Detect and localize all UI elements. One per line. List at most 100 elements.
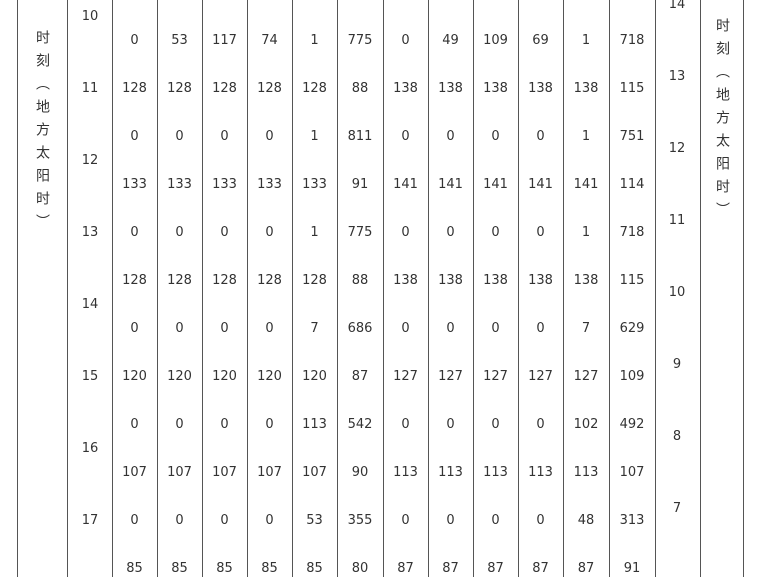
table-cell: 113 bbox=[483, 465, 508, 480]
hour-label: 14 bbox=[668, 0, 686, 12]
column-border bbox=[700, 0, 701, 577]
table-cell: 0 bbox=[536, 417, 545, 432]
right-label: 时刻（地方太阳时） bbox=[714, 18, 730, 225]
hour-label: 11 bbox=[81, 81, 99, 96]
column-border bbox=[112, 0, 113, 577]
table-cell: 138 bbox=[528, 273, 553, 288]
table-cell: 113 bbox=[573, 465, 599, 480]
table-cell: 107 bbox=[257, 465, 282, 480]
column-border bbox=[473, 0, 474, 577]
table-cell: 0 bbox=[491, 321, 500, 336]
hour-label: 12 bbox=[81, 153, 99, 168]
table-cell: 0 bbox=[265, 513, 274, 528]
column-border bbox=[563, 0, 564, 577]
table-cell: 120 bbox=[122, 369, 147, 384]
table-cell: 127 bbox=[393, 369, 418, 384]
column-border bbox=[518, 0, 519, 577]
table-cell: 0 bbox=[220, 417, 229, 432]
table-cell: 74 bbox=[261, 33, 278, 48]
table-cell: 138 bbox=[393, 81, 418, 96]
table-cell: 133 bbox=[257, 177, 282, 192]
table-cell: 0 bbox=[130, 129, 139, 144]
table-cell: 107 bbox=[167, 465, 192, 480]
table-cell: 718 bbox=[619, 225, 645, 240]
table-cell: 0 bbox=[536, 513, 545, 528]
table-cell: 115 bbox=[619, 273, 645, 288]
column-border bbox=[247, 0, 248, 577]
table-cell: 542 bbox=[347, 417, 373, 432]
table-cell: 133 bbox=[212, 177, 237, 192]
table-cell: 127 bbox=[483, 369, 508, 384]
table-cell: 0 bbox=[265, 129, 274, 144]
column-border bbox=[383, 0, 384, 577]
table-cell: 7 bbox=[581, 321, 591, 336]
table-cell: 109 bbox=[619, 369, 645, 384]
hour-label: 10 bbox=[81, 9, 99, 24]
table-cell: 686 bbox=[347, 321, 373, 336]
table-cell: 91 bbox=[623, 561, 641, 576]
hour-label: 7 bbox=[672, 501, 682, 516]
table-cell: 141 bbox=[438, 177, 463, 192]
table-cell: 1 bbox=[310, 129, 319, 144]
table-cell: 0 bbox=[265, 417, 274, 432]
table-cell: 0 bbox=[401, 513, 410, 528]
hour-label: 9 bbox=[672, 357, 682, 372]
table-cell: 127 bbox=[438, 369, 463, 384]
hour-label: 11 bbox=[668, 213, 686, 228]
table-cell: 113 bbox=[528, 465, 553, 480]
table-cell: 85 bbox=[171, 561, 188, 576]
table-cell: 0 bbox=[536, 129, 545, 144]
table-cell: 128 bbox=[122, 81, 147, 96]
table-cell: 0 bbox=[130, 417, 139, 432]
hour-label: 13 bbox=[668, 69, 686, 84]
table-cell: 87 bbox=[532, 561, 549, 576]
hour-label: 10 bbox=[668, 285, 686, 300]
table-cell: 128 bbox=[167, 273, 192, 288]
table-cell: 53 bbox=[171, 33, 188, 48]
table-cell: 0 bbox=[175, 129, 184, 144]
hour-label: 16 bbox=[81, 441, 99, 456]
table-cell: 138 bbox=[393, 273, 418, 288]
table-cell: 128 bbox=[302, 81, 327, 96]
table-cell: 107 bbox=[302, 465, 327, 480]
table-cell: 141 bbox=[393, 177, 418, 192]
hour-label: 14 bbox=[81, 297, 99, 312]
table-cell: 0 bbox=[175, 417, 184, 432]
table-cell: 0 bbox=[491, 129, 500, 144]
table-cell: 115 bbox=[619, 81, 645, 96]
table-cell: 0 bbox=[220, 513, 229, 528]
table-cell: 53 bbox=[306, 513, 323, 528]
table-cell: 69 bbox=[532, 33, 549, 48]
table-cell: 313 bbox=[619, 513, 645, 528]
table-cell: 133 bbox=[122, 177, 147, 192]
hour-label: 15 bbox=[81, 369, 99, 384]
table-cell: 128 bbox=[302, 273, 327, 288]
table-cell: 120 bbox=[212, 369, 237, 384]
table-cell: 0 bbox=[491, 417, 500, 432]
table-cell: 492 bbox=[619, 417, 645, 432]
table-cell: 0 bbox=[220, 129, 229, 144]
table-cell: 0 bbox=[401, 129, 410, 144]
table-cell: 718 bbox=[619, 33, 645, 48]
table-cell: 0 bbox=[446, 513, 455, 528]
table-cell: 751 bbox=[619, 129, 645, 144]
column-border bbox=[609, 0, 610, 577]
table-cell: 138 bbox=[573, 273, 599, 288]
left-label: 时刻（地方太阳时） bbox=[34, 30, 50, 237]
table-cell: 128 bbox=[257, 273, 282, 288]
table-cell: 102 bbox=[573, 417, 599, 432]
table-cell: 0 bbox=[491, 513, 500, 528]
hour-label: 12 bbox=[668, 141, 686, 156]
table-cell: 107 bbox=[619, 465, 645, 480]
table-cell: 1 bbox=[310, 225, 319, 240]
table-cell: 88 bbox=[351, 273, 369, 288]
table-cell: 0 bbox=[175, 225, 184, 240]
table-cell: 775 bbox=[347, 225, 373, 240]
table-cell: 87 bbox=[487, 561, 504, 576]
column-border bbox=[202, 0, 203, 577]
table-cell: 87 bbox=[351, 369, 369, 384]
table-cell: 0 bbox=[220, 225, 229, 240]
table-cell: 48 bbox=[577, 513, 595, 528]
table-cell: 87 bbox=[442, 561, 459, 576]
